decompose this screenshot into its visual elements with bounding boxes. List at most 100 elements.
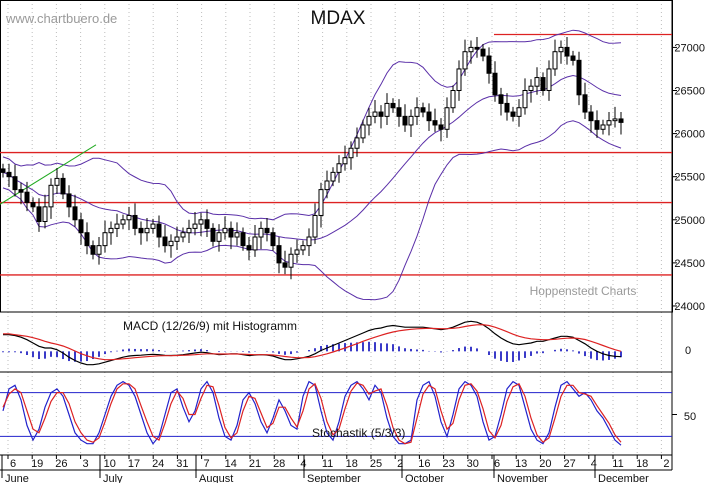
price-tick-label: 24000 xyxy=(674,301,705,313)
candle-body xyxy=(294,249,300,255)
candle-body xyxy=(276,245,282,264)
candle-body xyxy=(300,245,306,251)
candle-body xyxy=(534,77,540,87)
candle-body xyxy=(228,227,234,238)
candle-body xyxy=(342,157,348,165)
candle-body xyxy=(468,46,474,53)
candle-body xyxy=(210,227,216,242)
trend-line xyxy=(0,144,97,205)
date-tick-label: 11 xyxy=(322,458,333,470)
candle-body xyxy=(66,193,72,208)
date-axis: 6 19 26 3 10 17 24 31 7 14 21 28 4 11 18 25 2 16 23 30 6 13 20… xyxy=(0,455,672,485)
candle-body xyxy=(24,191,30,204)
candle-body xyxy=(354,137,360,149)
month-label: June xyxy=(5,473,29,483)
date-tick-label: 31 xyxy=(176,458,188,470)
candle-body xyxy=(252,236,258,251)
price-tick-label: 24500 xyxy=(674,258,705,270)
candle-body xyxy=(54,177,60,186)
candle-body xyxy=(42,206,48,223)
candle-body xyxy=(108,227,114,234)
candle-body xyxy=(486,55,492,74)
candle-body xyxy=(12,176,18,191)
candle-body xyxy=(474,46,480,50)
date-tick-label: 16 xyxy=(418,458,430,470)
candle-body xyxy=(552,51,558,70)
date-tick-label: 2 xyxy=(397,458,403,470)
macd-zero-tick: 0 xyxy=(685,345,691,357)
candle-body xyxy=(402,115,408,126)
stochastic-d-line xyxy=(2,382,622,445)
candle-body xyxy=(186,227,192,234)
candle-body xyxy=(156,223,162,238)
candle-body xyxy=(582,94,588,113)
candle-body xyxy=(348,147,354,159)
candle-body xyxy=(168,240,174,247)
candle-body xyxy=(330,171,336,182)
candle-body xyxy=(504,102,510,113)
watermark: www.chartbuero.de xyxy=(5,11,117,26)
candle-body xyxy=(240,232,246,247)
candle-body xyxy=(192,223,198,229)
candle-body xyxy=(204,219,210,229)
candle-body xyxy=(72,206,78,221)
date-tick-label: 18 xyxy=(346,458,358,470)
candle-body xyxy=(78,219,84,234)
date-tick-label: 10 xyxy=(104,458,116,470)
panel-frames xyxy=(0,0,673,470)
candle-body xyxy=(6,171,12,178)
candle-body xyxy=(258,227,264,238)
candle-body xyxy=(30,202,36,208)
candle-body xyxy=(138,227,144,234)
date-tick-label: 25 xyxy=(370,458,382,470)
candle-body xyxy=(588,111,594,122)
date-tick-label: 6 xyxy=(10,458,16,470)
candle-body xyxy=(216,232,222,242)
candle-body xyxy=(612,118,618,122)
candle-body xyxy=(120,219,126,225)
candle-body xyxy=(132,214,138,229)
grid-lines xyxy=(7,0,662,455)
uptrend-line xyxy=(0,144,97,205)
candle-body xyxy=(438,124,444,130)
candle-body xyxy=(564,46,570,57)
candle-body xyxy=(396,107,402,117)
date-tick-label: 7 xyxy=(204,458,210,470)
candle-body xyxy=(600,124,606,130)
candle-body xyxy=(126,214,132,221)
candle-body xyxy=(318,189,324,216)
macd-signal-line xyxy=(3,324,622,361)
candle-body xyxy=(408,115,414,126)
candle-body xyxy=(144,227,150,234)
candle-body xyxy=(90,245,96,255)
date-tick-label: 19 xyxy=(31,458,43,470)
candle-body xyxy=(264,227,270,234)
date-tick-label: 18 xyxy=(636,458,648,470)
price-panel-frame xyxy=(0,0,673,313)
macd-line xyxy=(3,320,622,366)
candle-body xyxy=(426,111,432,122)
candle-body xyxy=(414,107,420,117)
candle-body xyxy=(198,219,204,225)
price-tick-label: 27000 xyxy=(674,42,705,54)
candle-body xyxy=(150,223,156,229)
date-tick-label: 30 xyxy=(467,458,479,470)
candle-body xyxy=(162,236,168,247)
candle-body xyxy=(222,227,228,234)
price-tick-label: 25000 xyxy=(674,215,705,227)
candle-body xyxy=(522,89,528,109)
candle-body xyxy=(444,107,450,130)
candle-body xyxy=(324,180,330,191)
lower-band xyxy=(2,120,622,301)
date-tick-label: 23 xyxy=(442,458,454,470)
candle-body xyxy=(384,102,390,117)
candle-body xyxy=(432,120,438,126)
date-tick-label: 20 xyxy=(539,458,551,470)
candle-body xyxy=(546,68,552,91)
bollinger-bands xyxy=(2,29,622,301)
stochastic-label: Stochastik (5/3/3) xyxy=(312,426,405,440)
stochastic-panel xyxy=(0,380,677,446)
candle-body xyxy=(558,46,564,53)
candle-body xyxy=(576,59,582,96)
candle-body xyxy=(36,206,42,223)
